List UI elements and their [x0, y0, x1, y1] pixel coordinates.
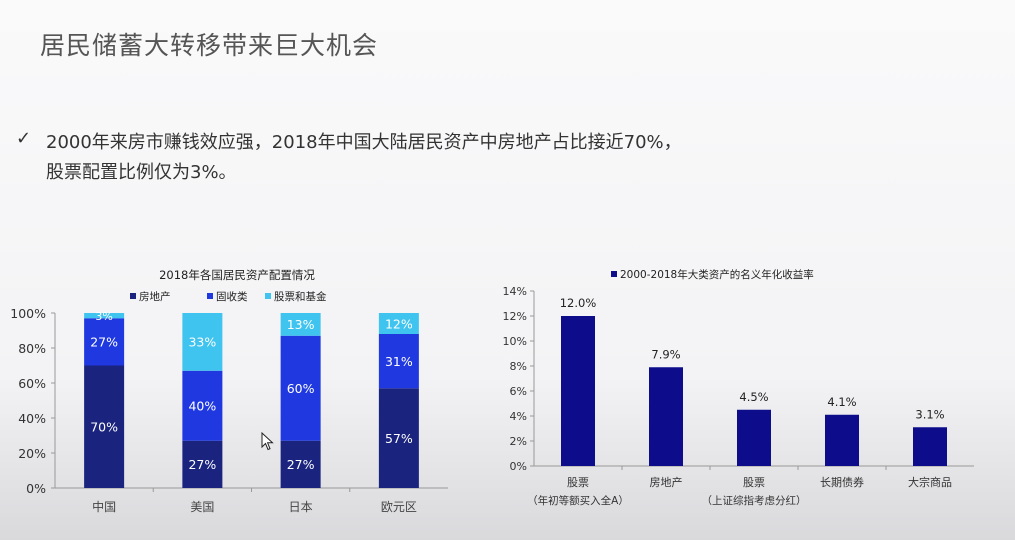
- y-tick-label: 40%: [18, 411, 46, 426]
- legend-swatch: [611, 271, 617, 277]
- bar: [737, 409, 771, 466]
- y-tick-label: 20%: [18, 446, 46, 461]
- x-tick-label: 美国: [190, 500, 214, 514]
- y-tick-label: 100%: [10, 306, 46, 321]
- y-tick-label: 6%: [510, 385, 527, 398]
- bar-segment: [84, 318, 125, 366]
- data-label: 27%: [287, 457, 315, 472]
- x-tick-label: 房地产: [650, 475, 683, 489]
- data-label: 70%: [90, 420, 118, 435]
- bar: [825, 414, 859, 466]
- data-label: 12.0%: [560, 296, 597, 310]
- x-tick-label: 长期债券: [820, 475, 864, 489]
- data-label: 40%: [188, 399, 216, 414]
- bullet-line-1: 2000年来房市赚钱效应强，2018年中国大陆居民资产中房地产占比接近70%，: [46, 132, 682, 153]
- data-label: 3%: [95, 310, 112, 323]
- bar-segment: [84, 365, 125, 488]
- data-label: 13%: [287, 317, 315, 332]
- y-tick-label: 14%: [503, 285, 527, 298]
- bar-segment: [378, 313, 419, 334]
- y-tick-label: 12%: [503, 310, 527, 323]
- x-tick-sublabel: （年初等额买入全A）: [527, 494, 629, 507]
- y-tick-label: 10%: [503, 335, 527, 348]
- chart-title: 2018年各国居民资产配置情况: [159, 268, 315, 282]
- bar-segment: [378, 388, 419, 488]
- y-tick-label: 0%: [510, 460, 527, 473]
- data-label: 27%: [188, 457, 216, 472]
- legend-label: 房地产: [139, 290, 171, 303]
- bullet-line-2: 股票配置比例仅为3%。: [46, 162, 237, 183]
- bar-segment: [280, 313, 321, 336]
- legend-swatch: [207, 293, 213, 299]
- bar: [561, 316, 595, 466]
- x-tick-label: 股票: [567, 476, 589, 489]
- data-label: 33%: [188, 335, 216, 350]
- data-label: 27%: [90, 335, 118, 350]
- y-tick-label: 0%: [26, 481, 46, 496]
- legend-swatch: [265, 293, 271, 299]
- data-label: 60%: [287, 381, 315, 396]
- bar-segment: [378, 334, 419, 389]
- y-tick-label: 80%: [18, 341, 46, 356]
- y-tick-label: 60%: [18, 376, 46, 391]
- x-tick-sublabel: （上证综指考虑分红）: [702, 494, 807, 507]
- bar-segment: [182, 313, 223, 371]
- x-tick-label: 股票: [743, 476, 765, 489]
- x-tick-label: 大宗商品: [908, 475, 952, 489]
- legend-label: 2000-2018年大类资产的名义年化收益率: [620, 268, 814, 281]
- bullet-text: 2000年来房市赚钱效应强，2018年中国大陆居民资产中房地产占比接近70%， …: [46, 128, 682, 188]
- legend-label: 固收类: [216, 290, 248, 303]
- annual-return-chart: 2000-2018年大类资产的名义年化收益率 0% 2% 4% 6% 8% 10% 12% 14…: [503, 268, 974, 507]
- data-label: 4.5%: [739, 390, 768, 404]
- y-tick-label: 2%: [510, 435, 527, 448]
- x-tick-label: 中国: [92, 499, 116, 514]
- x-tick-label: 欧元区: [381, 500, 417, 514]
- data-label: 12%: [385, 316, 413, 331]
- check-mark-icon: ✓: [16, 128, 32, 149]
- data-label: 57%: [385, 431, 413, 446]
- bar: [913, 427, 947, 466]
- data-label: 4.1%: [827, 395, 856, 409]
- bar-segment: [280, 335, 321, 441]
- bar-segment: [84, 313, 125, 319]
- legend-label: 股票和基金: [274, 290, 327, 303]
- bar-segment: [182, 440, 223, 488]
- bar: [649, 367, 683, 466]
- y-tick-label: 4%: [510, 410, 527, 423]
- legend-swatch: [130, 293, 136, 299]
- slide-title: 居民储蓄大转移带来巨大机会: [40, 31, 379, 60]
- bar-segment: [182, 370, 223, 441]
- y-tick-label: 8%: [510, 360, 527, 373]
- data-label: 31%: [385, 354, 413, 369]
- data-label: 3.1%: [915, 407, 944, 421]
- x-tick-label: 日本: [289, 500, 313, 514]
- data-label: 7.9%: [651, 347, 680, 361]
- mouse-cursor-icon: [261, 432, 274, 451]
- bar-segment: [280, 440, 321, 488]
